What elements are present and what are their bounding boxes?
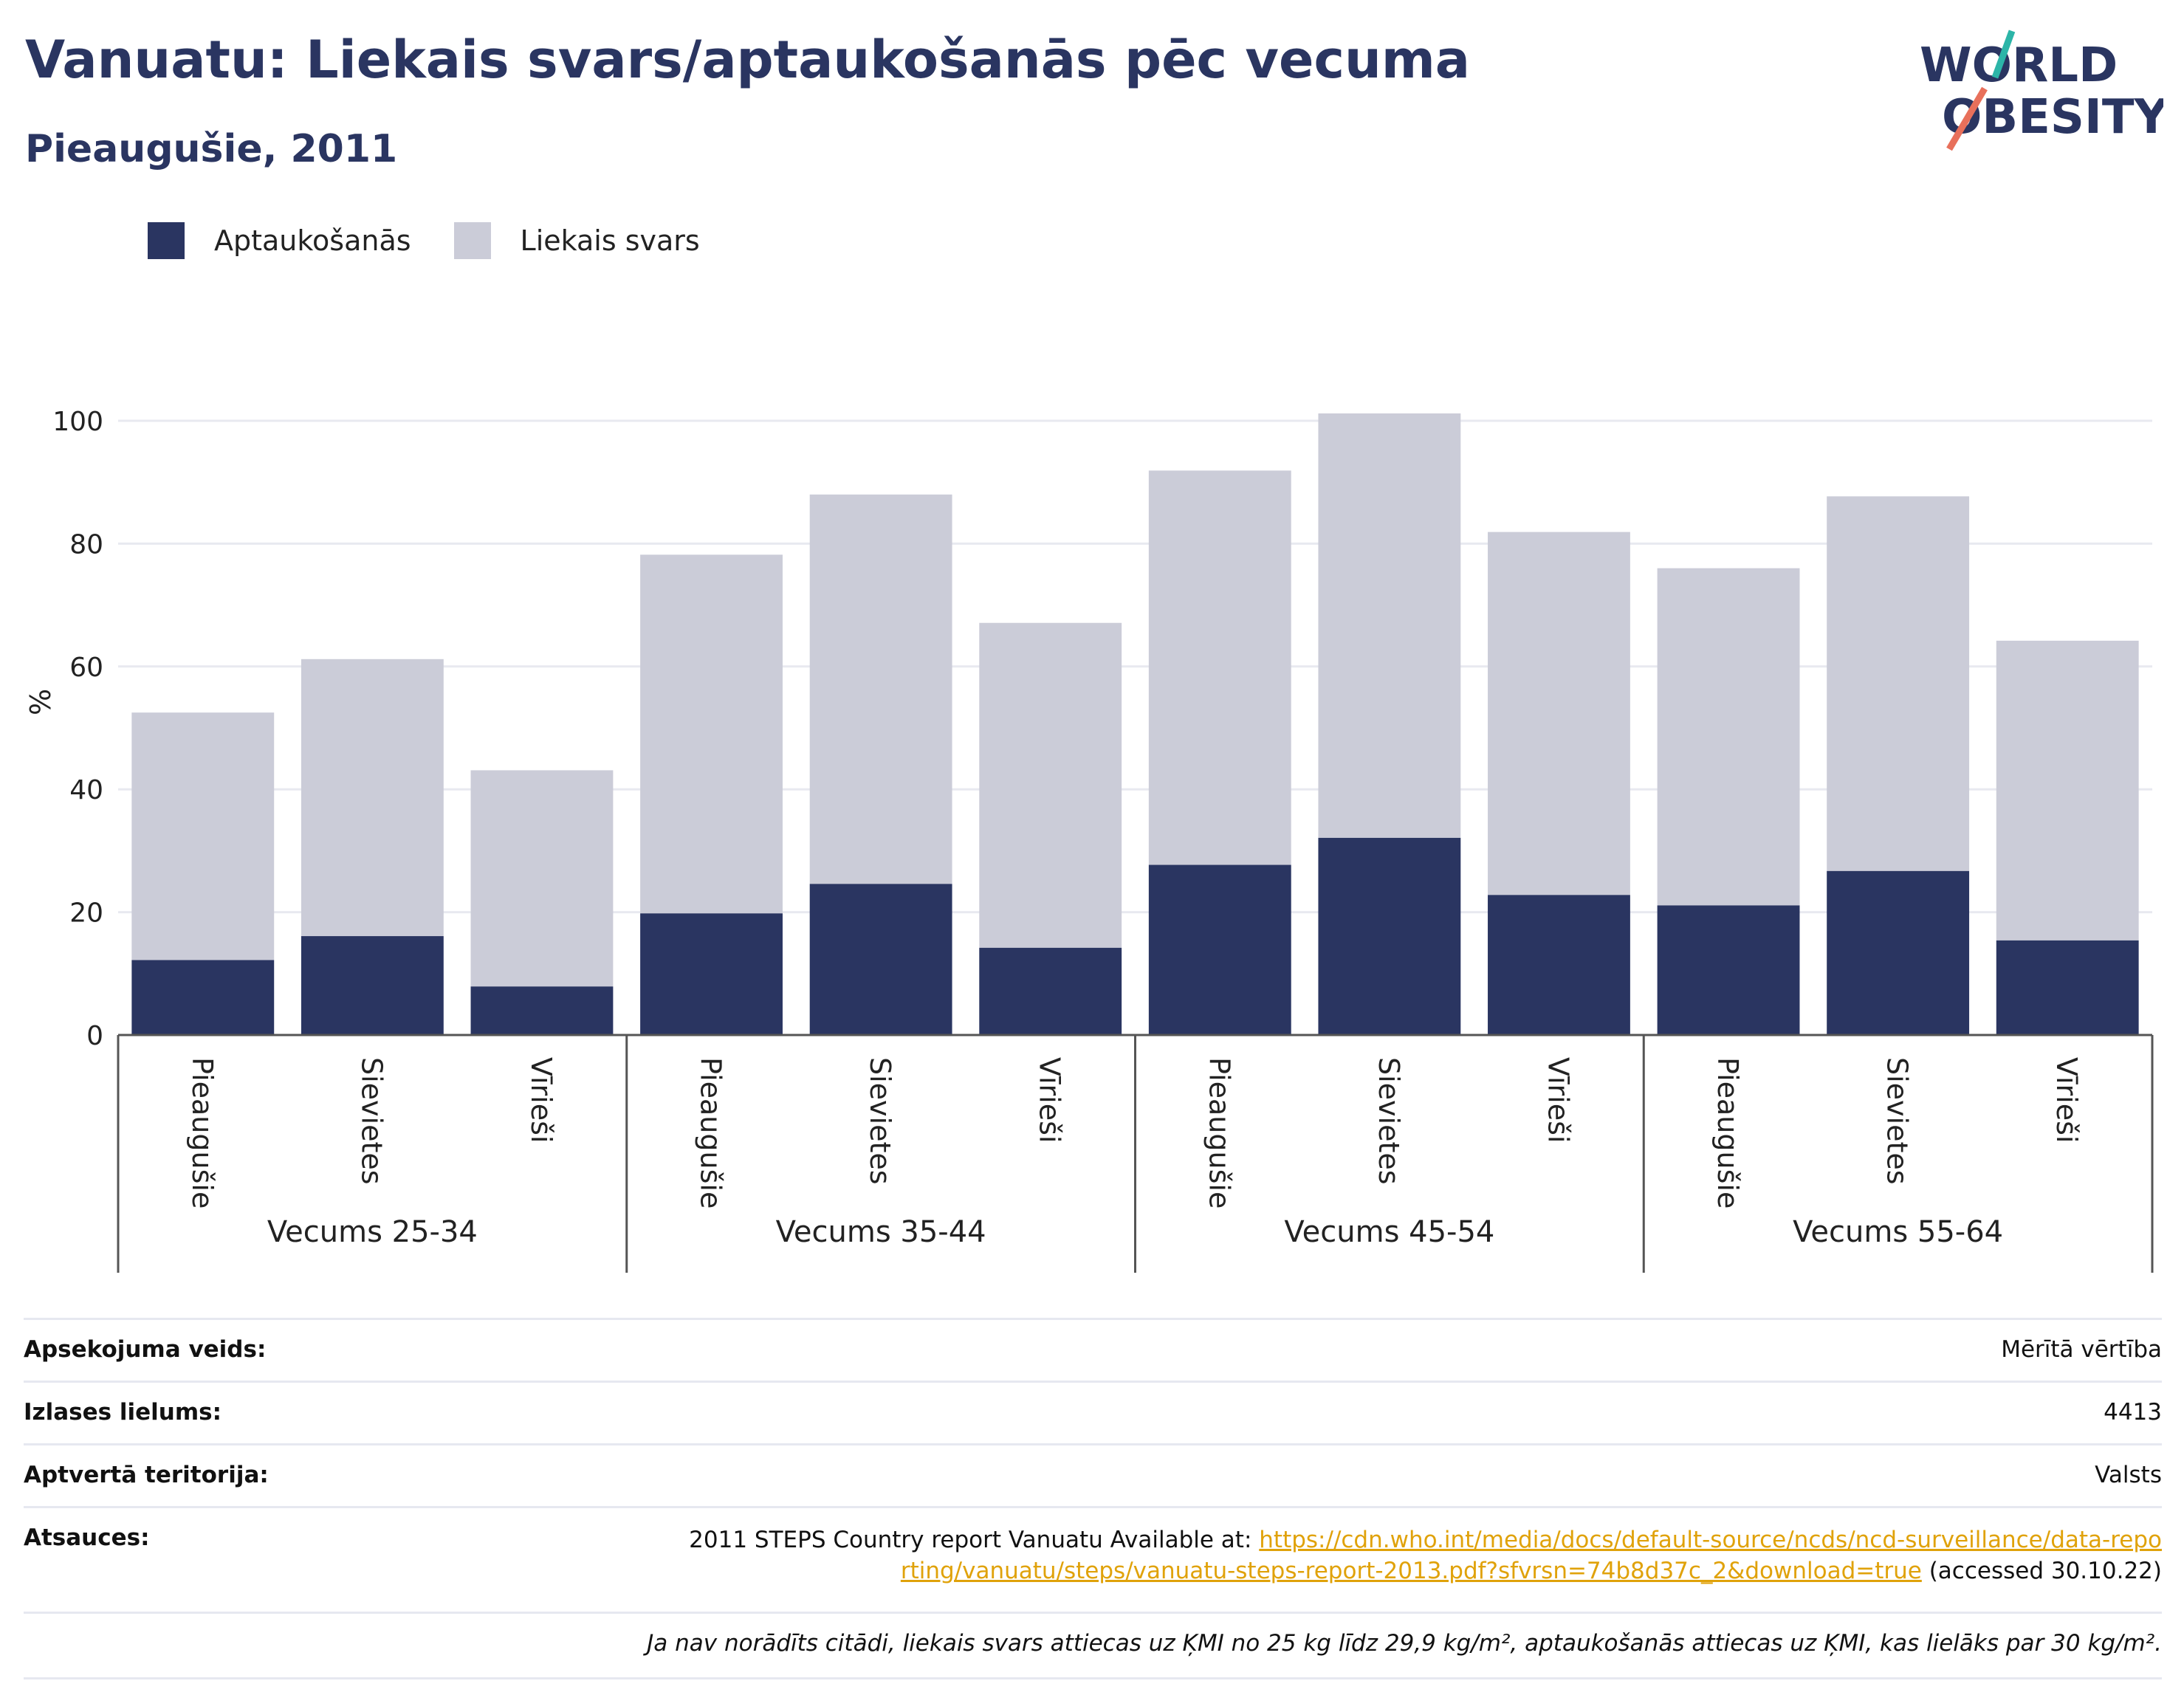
- bar-overweight[interactable]: [640, 554, 783, 914]
- meta-row-references: Atsauces: 2011 STEPS Country report Vanu…: [24, 1506, 2162, 1612]
- logo-slash-coral: [1946, 86, 1988, 151]
- y-tick-label: 80: [69, 529, 103, 560]
- bar-obesity[interactable]: [1488, 895, 1630, 1035]
- references-value: 2011 STEPS Country report Vanuatu Availa…: [685, 1524, 2162, 1598]
- bar-obesity[interactable]: [979, 947, 1122, 1035]
- y-tick-label: 0: [86, 1021, 103, 1051]
- references-label: Atsauces:: [24, 1524, 150, 1551]
- y-tick-label: 100: [52, 407, 103, 437]
- x-category-label: Sievietes: [1881, 1057, 1914, 1185]
- bmi-footnote: Ja nav norādīts citādi, liekais svars at…: [24, 1612, 2162, 1679]
- logo-text-obesity: OBESITY: [1942, 90, 2163, 145]
- sample-size-value: 4413: [2104, 1399, 2162, 1426]
- y-tick-label: 20: [69, 898, 103, 929]
- bar-obesity[interactable]: [470, 986, 614, 1035]
- bar-obesity[interactable]: [1318, 837, 1461, 1035]
- legend-item-obesity[interactable]: Aptaukošanās: [148, 222, 411, 259]
- bar-obesity[interactable]: [1996, 940, 2139, 1035]
- x-group-label: Vecums 55-64: [1793, 1215, 2003, 1249]
- x-category-label: Sievietes: [1373, 1057, 1405, 1185]
- x-category-label: Vīrieši: [1034, 1057, 1066, 1143]
- bar-overweight[interactable]: [1148, 470, 1291, 865]
- x-category-label: Sievietes: [864, 1057, 896, 1185]
- bar-obesity[interactable]: [809, 884, 952, 1035]
- x-group-label: Vecums 35-44: [776, 1215, 986, 1249]
- bar-overweight[interactable]: [1488, 532, 1630, 895]
- bar-obesity[interactable]: [301, 936, 444, 1035]
- y-axis-label: %: [24, 689, 57, 715]
- bar-overweight[interactable]: [1827, 496, 1970, 871]
- bar-overweight[interactable]: [809, 494, 952, 884]
- metadata-table: Apsekojuma veids: Mērītā vērtība Izlases…: [24, 1318, 2162, 1679]
- legend-swatch-overweight: [453, 222, 491, 259]
- x-group-label: Vecums 25-34: [267, 1215, 478, 1249]
- references-text: 2011 STEPS Country report Vanuatu Availa…: [689, 1527, 1260, 1553]
- bar-overweight[interactable]: [1318, 413, 1461, 838]
- bar-overweight[interactable]: [979, 622, 1122, 948]
- chart-legend: Aptaukošanās Liekais svars: [148, 219, 743, 263]
- y-tick-label: 40: [69, 775, 103, 805]
- x-category-label: Pieaugušie: [1711, 1057, 1744, 1208]
- references-link[interactable]: https://cdn.who.int/media/docs/default-s…: [900, 1527, 2162, 1584]
- bar-obesity[interactable]: [1827, 870, 1970, 1035]
- meta-row-survey-type: Apsekojuma veids: Mērītā vērtība: [24, 1318, 2162, 1381]
- x-category-label: Pieaugušie: [695, 1057, 727, 1208]
- logo-slash-teal: [1991, 30, 2016, 79]
- bar-obesity[interactable]: [640, 913, 783, 1035]
- page-title: Vanuatu: Liekais svars/aptaukošanās pēc …: [25, 30, 1471, 90]
- legend-item-overweight[interactable]: Liekais svars: [453, 222, 700, 259]
- sample-size-label: Izlases lielums:: [24, 1399, 222, 1426]
- legend-label-overweight: Liekais svars: [520, 224, 700, 257]
- survey-type-label: Apsekojuma veids:: [24, 1336, 267, 1363]
- y-tick-label: 60: [69, 653, 103, 683]
- x-category-label: Vīrieši: [525, 1057, 557, 1143]
- meta-row-coverage: Aptvertā teritorija: Valsts: [24, 1443, 2162, 1506]
- legend-label-obesity: Aptaukošanās: [214, 224, 411, 257]
- logo-text-world: WORLD: [1920, 38, 2118, 93]
- survey-type-value: Mērītā vērtība: [2001, 1336, 2162, 1363]
- bar-overweight[interactable]: [131, 712, 275, 960]
- page-subtitle: Pieaugušie, 2011: [25, 127, 398, 171]
- bar-overweight[interactable]: [470, 770, 614, 987]
- x-category-label: Vīrieši: [2050, 1057, 2083, 1143]
- bar-overweight[interactable]: [1657, 568, 1800, 906]
- bar-obesity[interactable]: [131, 960, 275, 1035]
- stacked-bar-chart: 0 20 40 60 80 100% Pieaugušie Sievietes Vīrieši P…: [24, 407, 2154, 1273]
- x-category-label: Pieaugušie: [1203, 1057, 1235, 1208]
- references-accessed: (accessed 30.10.22): [1921, 1558, 2162, 1584]
- x-category-label: Pieaugušie: [186, 1057, 219, 1208]
- bar-obesity[interactable]: [1148, 864, 1291, 1035]
- bar-overweight[interactable]: [301, 659, 444, 937]
- x-group-label: Vecums 45-54: [1284, 1215, 1494, 1249]
- world-obesity-logo: WORLD OBESITY: [1920, 30, 2163, 151]
- bar-obesity[interactable]: [1657, 905, 1800, 1035]
- bar-overweight[interactable]: [1996, 640, 2139, 941]
- x-category-label: Sievietes: [355, 1057, 388, 1185]
- meta-row-sample-size: Izlases lielums: 4413: [24, 1381, 2162, 1443]
- x-category-label: Vīrieši: [1542, 1057, 1574, 1143]
- coverage-value: Valsts: [2095, 1462, 2162, 1488]
- legend-swatch-obesity: [148, 222, 185, 259]
- coverage-label: Aptvertā teritorija:: [24, 1462, 269, 1488]
